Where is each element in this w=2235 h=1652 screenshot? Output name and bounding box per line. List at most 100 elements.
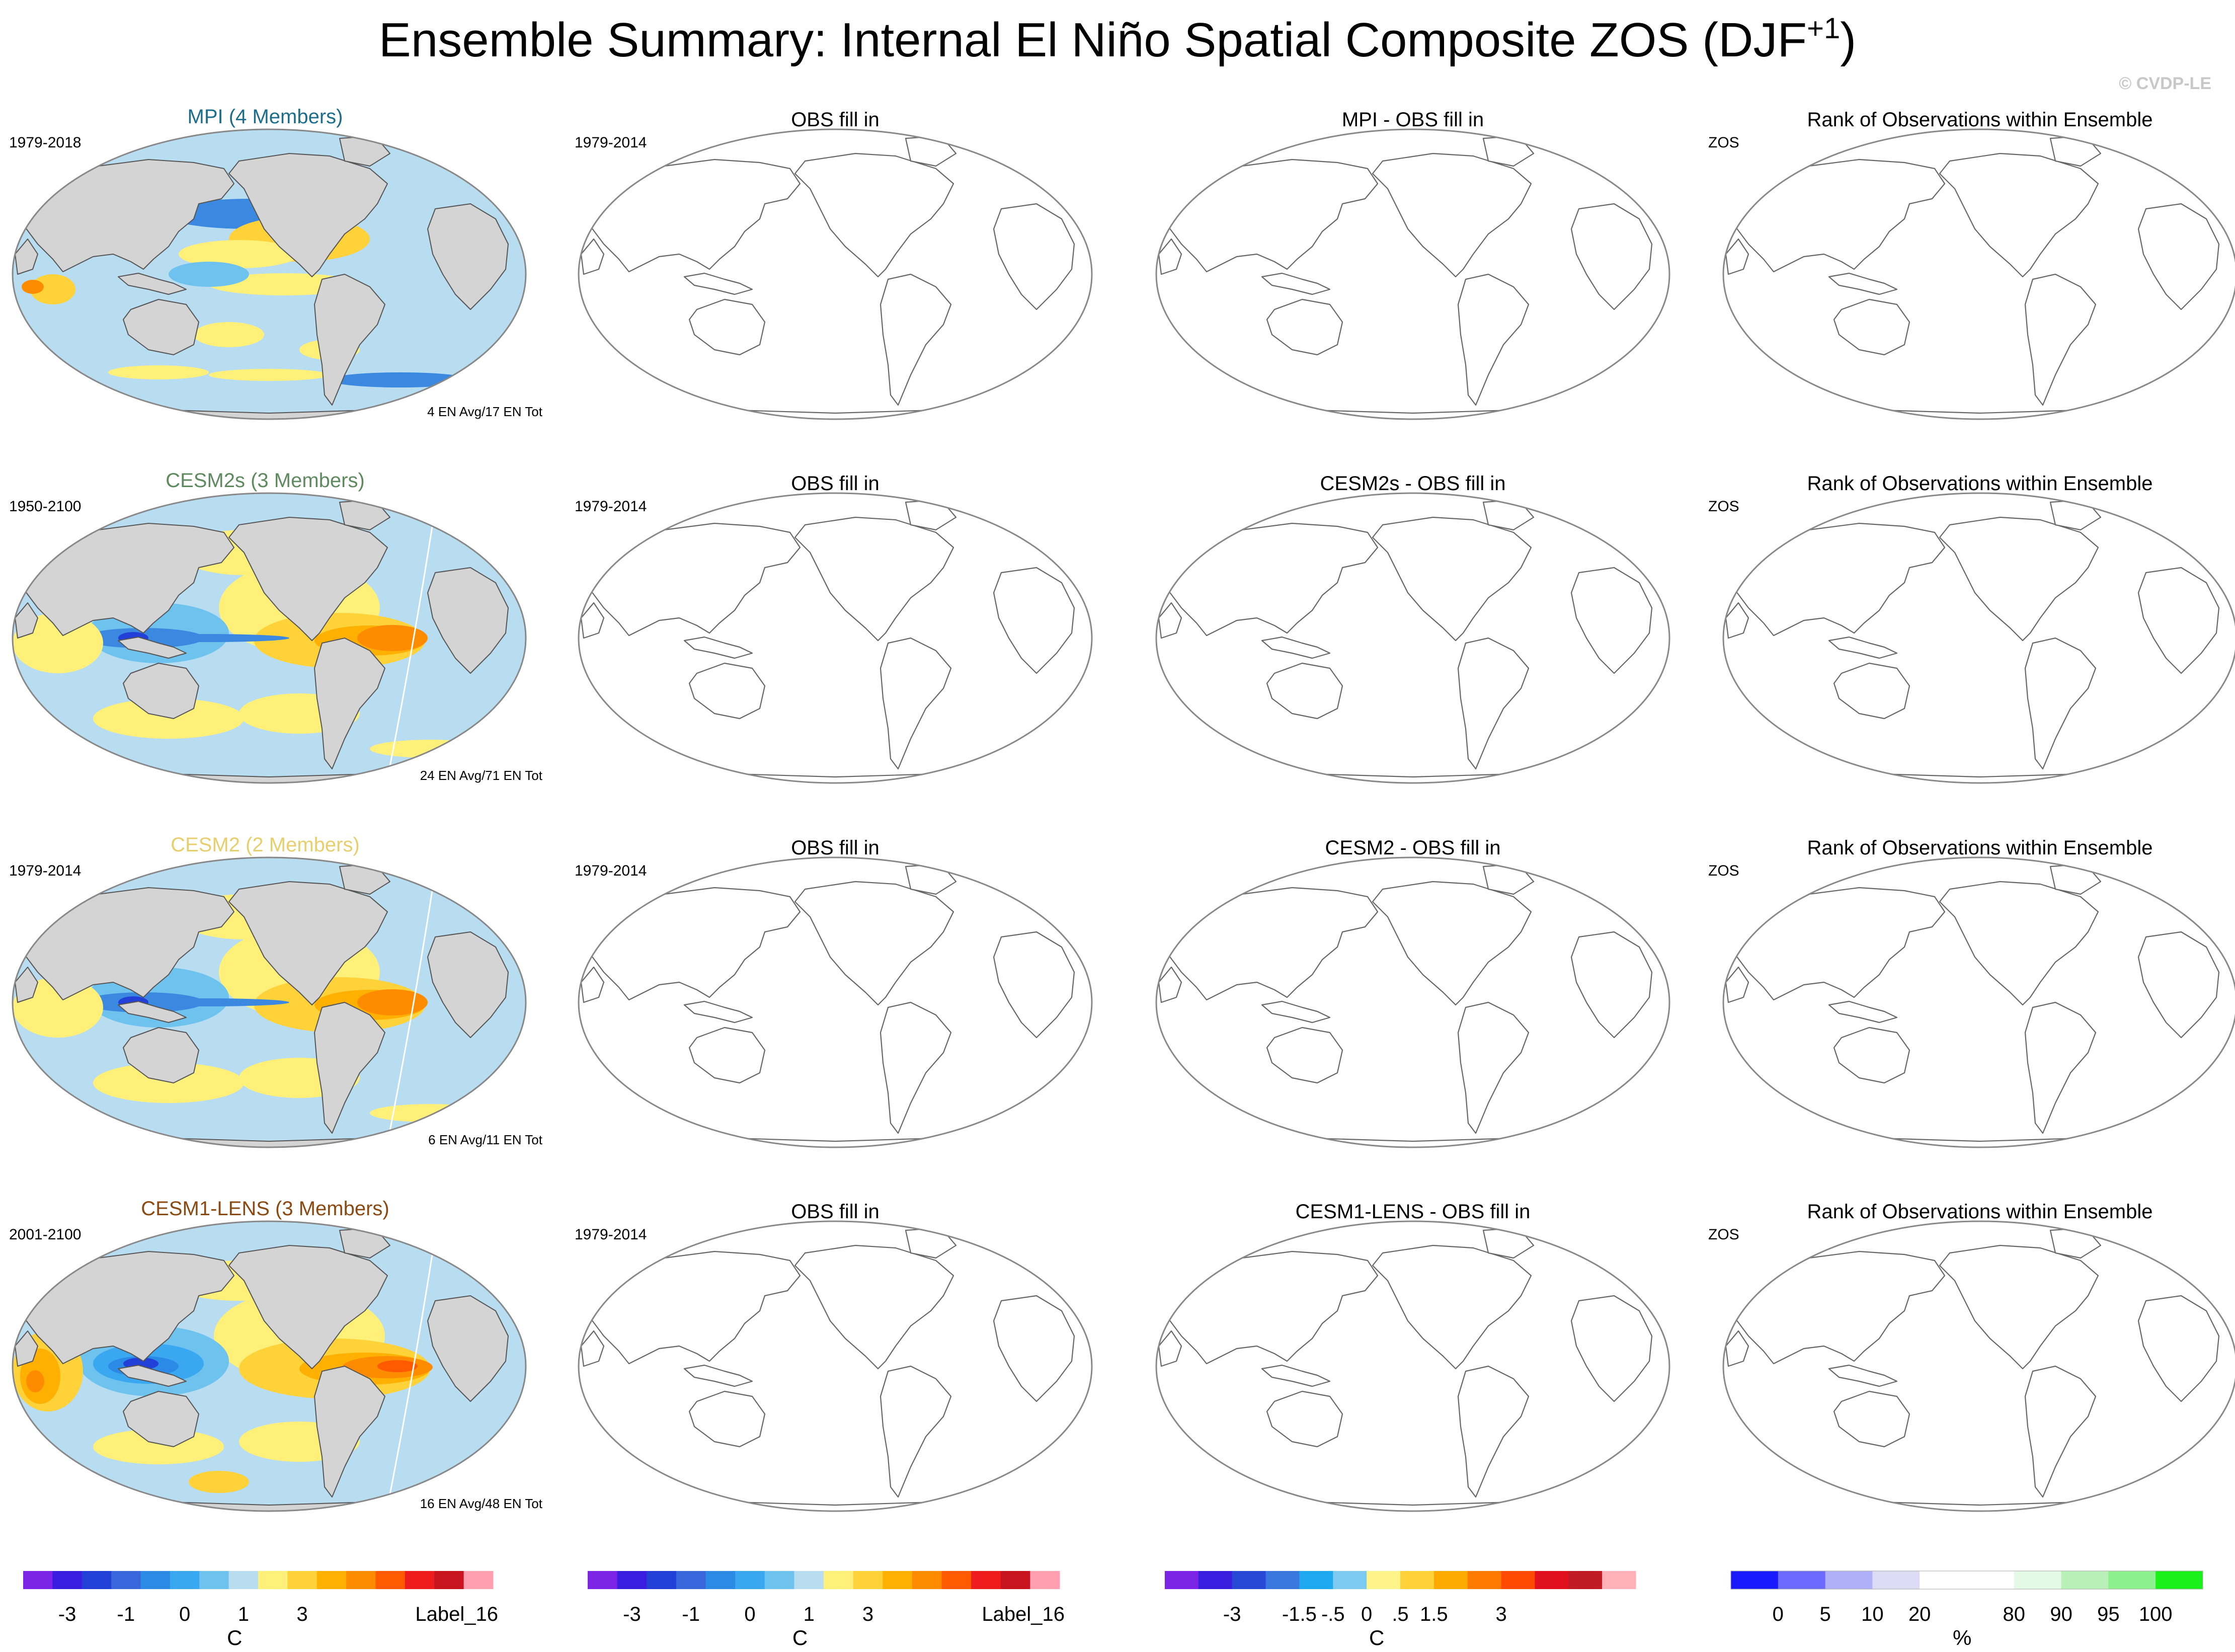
coastline-europeFrag	[1158, 238, 1182, 275]
coastline-asia	[1165, 522, 1379, 637]
globe-outline	[12, 492, 527, 784]
colorbar-tick-label: 80	[2003, 1603, 2026, 1625]
coastline-europeFrag	[580, 602, 605, 639]
coastline-africa	[1570, 567, 1653, 674]
colorbar-swatch	[287, 1571, 317, 1589]
colorbar-swatch	[82, 1571, 112, 1589]
colorbar-swatch	[1433, 1571, 1468, 1589]
anomaly-contour	[209, 369, 330, 381]
coastline-europeFrag	[1158, 602, 1182, 639]
anomaly-contour	[93, 698, 244, 739]
coastline-indonesia	[118, 1365, 187, 1387]
coastline-asia	[588, 522, 801, 637]
coastline-africa	[2137, 1295, 2220, 1402]
coastline-indonesia	[1828, 1000, 1898, 1024]
rank-panel: Rank of Observations within Ensemble ZOS	[1708, 837, 2235, 1148]
coastline-asia	[1165, 1250, 1379, 1365]
colorbar-end-label: Label_16	[982, 1603, 1065, 1625]
model-year-range: 1979-2018	[9, 134, 81, 151]
anomaly-contour	[30, 274, 75, 304]
model-panel: CESM2s (3 Members) 1950-2100 24 EN Avg/71 …	[9, 469, 543, 784]
colorbar-tick-label: 1	[804, 1603, 815, 1625]
colorbar-swatch	[1232, 1571, 1266, 1589]
coastline-australia	[1266, 1390, 1343, 1448]
anomaly-contour	[128, 634, 289, 642]
globe-map	[12, 856, 527, 1148]
difference-panel: MPI - OBS fill in	[1155, 109, 1670, 420]
obs-panel: OBS fill in 1979-2014	[575, 837, 1093, 1148]
coastline-indonesia	[118, 1001, 187, 1023]
coastline-australia	[123, 299, 199, 355]
colorbar-swatch	[1825, 1571, 1873, 1589]
model-year-range: 1979-2014	[9, 862, 81, 879]
colorbar-swatch	[2014, 1571, 2062, 1589]
difference-panel-title: CESM2s - OBS fill in	[1320, 473, 1506, 495]
coastline-europeFrag	[1158, 1330, 1182, 1367]
coastline-asia	[22, 523, 234, 636]
rank-variable-label: ZOS	[1708, 1226, 1739, 1243]
colorbar-swatch	[764, 1571, 794, 1589]
colorbar-swatch	[1602, 1571, 1636, 1589]
colorbar-units: %	[1953, 1626, 1971, 1649]
coastline-asia	[22, 1251, 234, 1364]
colorbar-row: -3 -1 0 1 3 Label_16 C -3 -1 0 1 3 Label_16 C -3 -1.5 -.…	[23, 1570, 2203, 1649]
colorbar-swatch	[1535, 1571, 1569, 1589]
colorbar-swatch	[1872, 1571, 1920, 1589]
coastline-indonesia	[683, 272, 753, 295]
globe-map	[12, 1220, 527, 1512]
colorbar-tick-label: -3	[58, 1603, 76, 1625]
colorbar-swatch	[1920, 1571, 1967, 1589]
anomaly-contour	[370, 1104, 491, 1122]
colorbar-swatch	[1299, 1571, 1333, 1589]
colorbar-tick-label: 100	[2139, 1603, 2173, 1625]
coastline-asia	[1732, 522, 1946, 637]
colorbar-swatch	[676, 1571, 706, 1589]
colorbar-swatch	[705, 1571, 736, 1589]
colorbar-swatch	[316, 1571, 347, 1589]
colorbar-tick-label: 1	[238, 1603, 249, 1625]
colorbar-swatch	[735, 1571, 765, 1589]
obs-panel: OBS fill in 1979-2014	[575, 1201, 1093, 1512]
coastline-australia	[688, 662, 766, 720]
globe-map	[1155, 856, 1670, 1148]
colorbar-swatch	[1198, 1571, 1233, 1589]
colorbar-swatch	[1367, 1571, 1401, 1589]
coastline-samerica	[1457, 273, 1530, 406]
anomaly-contour	[377, 1360, 418, 1372]
coastline-africa	[2137, 931, 2220, 1039]
anomaly-contour	[330, 372, 470, 387]
rank-variable-label: ZOS	[1708, 134, 1739, 151]
globe-map	[1722, 128, 2235, 420]
map-contents	[13, 499, 509, 783]
coastline-australia	[123, 663, 199, 719]
coastline-samerica	[1457, 1365, 1530, 1498]
colorbar-tick-label: 3	[862, 1603, 873, 1625]
globe-map	[578, 492, 1093, 784]
colorbar-units: C	[227, 1626, 242, 1649]
coastline-africa	[1570, 203, 1653, 310]
coastline-asia	[1165, 887, 1379, 1001]
globe-outline	[578, 1220, 1093, 1512]
globe-map	[12, 492, 527, 784]
globe-outline	[1155, 1220, 1670, 1512]
colorbar-tick-label: 3	[1495, 1603, 1506, 1625]
coastline-africa	[2137, 567, 2220, 674]
coastline-europeFrag	[15, 967, 38, 1003]
difference-panel: CESM2s - OBS fill in	[1155, 473, 1670, 784]
coastline-africa	[427, 931, 509, 1038]
colorbar-swatch	[912, 1571, 942, 1589]
colorbar-swatch	[1030, 1571, 1060, 1589]
coastline-asia	[588, 159, 801, 273]
obs-panel-title: OBS fill in	[791, 109, 880, 131]
colorbar-swatch	[140, 1571, 171, 1589]
coastline-australia	[1833, 1390, 1910, 1448]
coastline-indonesia	[118, 637, 187, 659]
difference-panel-title: MPI - OBS fill in	[1342, 109, 1484, 131]
difference-panel: CESM2 - OBS fill in	[1155, 837, 1670, 1148]
coastline-australia	[688, 298, 766, 356]
colorbar-swatch	[1568, 1571, 1603, 1589]
obs-panel-title: OBS fill in	[791, 473, 880, 495]
model-event-count: 4 EN Avg/17 EN Tot	[427, 404, 543, 419]
model-year-range: 2001-2100	[9, 1226, 81, 1243]
model-panel-title: CESM2s (3 Members)	[166, 469, 365, 492]
